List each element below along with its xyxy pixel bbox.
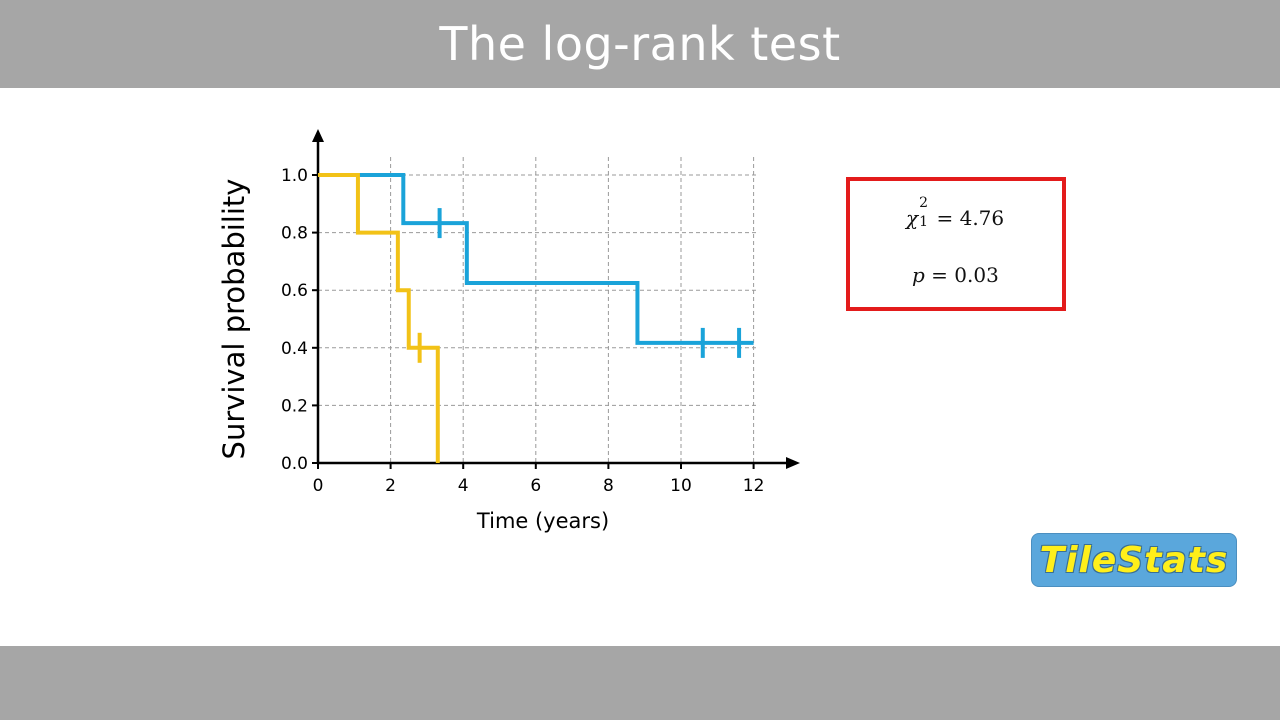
survival-curve-1 xyxy=(318,173,754,345)
y-axis-label: Survival probability xyxy=(217,179,251,460)
y-tick-label-1: 0.2 xyxy=(281,396,308,416)
kaplan-meier-chart: 0.0 0.2 0.4 0.6 0.8 1.0 0 2 4 6 8 10 12 Time (years) S… xyxy=(217,129,800,533)
p-value-statistic: p = 0.03 xyxy=(912,263,999,287)
x-tick-label-3: 6 xyxy=(530,476,541,496)
title-bar: The log-rank test xyxy=(0,0,1280,88)
x-tick-label-4: 8 xyxy=(603,476,614,496)
y-tick-label-0: 0.0 xyxy=(281,454,308,474)
chi-symbol: χ xyxy=(906,206,919,230)
y-axis-arrow xyxy=(312,129,324,142)
slide-title: The log-rank test xyxy=(439,17,841,71)
y-tick-label-2: 0.4 xyxy=(281,339,308,359)
x-tick-label-0: 0 xyxy=(313,476,324,496)
x-tick-label-2: 4 xyxy=(458,476,469,496)
p-symbol: p xyxy=(912,263,925,287)
x-tick-label-6: 12 xyxy=(743,476,765,496)
x-tick-label-1: 2 xyxy=(385,476,396,496)
p-value: = 0.03 xyxy=(931,263,999,287)
footer-bar xyxy=(0,646,1280,720)
x-tick-label-5: 10 xyxy=(670,476,692,496)
x-axis-arrow xyxy=(786,457,800,469)
tilestats-logo: TileStats xyxy=(1031,533,1237,587)
y-tick-label-3: 0.6 xyxy=(281,281,308,301)
chi-subscript: 1 xyxy=(919,214,929,230)
x-axis-label: Time (years) xyxy=(476,509,609,533)
chi-superscript: 2 xyxy=(919,195,929,211)
logo-text: TileStats xyxy=(1039,539,1229,581)
chi-value: = 4.76 xyxy=(936,206,1005,230)
survival-curve-2 xyxy=(318,173,440,463)
y-tick-label-4: 0.8 xyxy=(281,224,308,244)
y-tick-label-5: 1.0 xyxy=(281,166,308,186)
